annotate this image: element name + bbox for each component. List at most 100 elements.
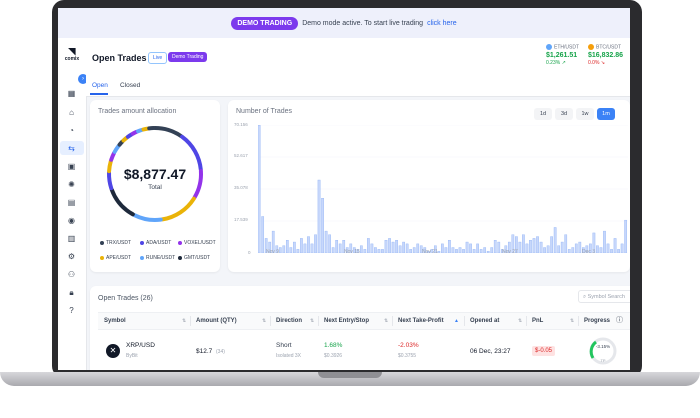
col-symbol[interactable]: Symbol <box>104 318 126 324</box>
trade-count-bar[interactable] <box>335 240 339 253</box>
trade-count-bar[interactable] <box>448 240 451 253</box>
settings-icon[interactable]: ⚙ <box>67 252 76 261</box>
donut-segment[interactable] <box>141 126 150 132</box>
trade-count-bar[interactable] <box>303 243 307 253</box>
trade-count-bar[interactable] <box>603 230 606 253</box>
trade-count-bar[interactable] <box>592 232 596 253</box>
sort-icon[interactable]: ⇅ <box>518 318 523 324</box>
donut-segment[interactable] <box>132 213 163 222</box>
trade-count-bar[interactable] <box>585 245 589 253</box>
trade-count-bar[interactable] <box>532 238 536 253</box>
trade-count-bar[interactable] <box>571 247 575 253</box>
trade-count-bar[interactable] <box>356 249 360 253</box>
trade-count-bar[interactable] <box>469 243 472 253</box>
trade-count-bar[interactable] <box>560 241 564 253</box>
sort-asc-icon[interactable]: ▲ <box>454 318 459 324</box>
trade-count-bar[interactable] <box>300 238 303 253</box>
trade-count-bar[interactable] <box>398 245 402 253</box>
trade-count-bar[interactable] <box>310 243 314 253</box>
trade-count-bar[interactable] <box>314 234 317 253</box>
col-direction[interactable]: Direction <box>276 318 303 324</box>
trade-count-bar[interactable] <box>268 241 272 253</box>
trade-count-bar[interactable] <box>539 241 543 253</box>
trade-count-bar[interactable] <box>462 249 465 253</box>
dashboard-icon[interactable]: ▦ <box>67 89 76 98</box>
trade-count-bar[interactable] <box>472 249 476 253</box>
trade-count-bar[interactable] <box>402 241 405 253</box>
donut-segment[interactable] <box>192 169 203 200</box>
live-trading-link[interactable]: click here <box>427 19 457 27</box>
trade-count-bar[interactable] <box>430 249 434 253</box>
sort-icon[interactable]: ⇅ <box>182 318 187 324</box>
trade-count-bar[interactable] <box>620 243 624 253</box>
donut-segment[interactable] <box>153 126 183 138</box>
trade-count-bar[interactable] <box>409 249 413 253</box>
trade-count-bar[interactable] <box>476 243 479 253</box>
trade-count-bar[interactable] <box>451 247 455 253</box>
calendar-icon[interactable]: ▥ <box>67 234 76 243</box>
trade-count-bar[interactable] <box>363 249 367 253</box>
trade-count-bar[interactable] <box>515 236 518 253</box>
trade-count-bar[interactable] <box>518 241 522 253</box>
trade-count-bar[interactable] <box>507 241 511 253</box>
sort-icon[interactable]: ⇅ <box>384 318 389 324</box>
trade-count-bar[interactable] <box>342 240 346 253</box>
trade-count-bar[interactable] <box>395 240 398 253</box>
trade-count-bar[interactable] <box>504 245 508 253</box>
col-progress[interactable]: Progress <box>584 318 611 324</box>
trade-count-bar[interactable] <box>497 241 501 253</box>
trade-count-bar[interactable] <box>359 245 363 253</box>
portfolio-icon[interactable]: ◔ <box>69 126 74 135</box>
trade-count-bar[interactable] <box>479 249 483 253</box>
trades-icon[interactable]: ⇆ <box>68 144 75 153</box>
trade-count-bar[interactable] <box>550 236 553 253</box>
donut-segment[interactable] <box>121 135 129 143</box>
trade-count-bar[interactable] <box>543 247 546 253</box>
trade-count-bar[interactable] <box>317 179 321 253</box>
trade-count-bar[interactable] <box>483 247 487 253</box>
donut-segment[interactable] <box>125 132 134 139</box>
sort-icon[interactable]: ⇅ <box>310 318 315 324</box>
col-amount[interactable]: Amount (QTY) <box>196 318 237 324</box>
live-toggle[interactable]: Live <box>148 52 168 64</box>
trade-count-bar[interactable] <box>282 245 286 253</box>
bot-icon[interactable]: ⚇ <box>67 270 76 279</box>
trade-count-bar[interactable] <box>370 243 374 253</box>
donut-segment[interactable] <box>117 139 125 147</box>
help-icon[interactable]: ? <box>69 306 74 315</box>
trade-count-bar[interactable] <box>458 247 462 253</box>
trade-count-bar[interactable] <box>367 238 370 253</box>
trade-count-bar[interactable] <box>500 249 504 253</box>
trade-count-bar[interactable] <box>331 247 335 253</box>
demo-toggle[interactable]: Demo Trading <box>168 52 208 62</box>
trade-count-bar[interactable] <box>384 240 388 253</box>
trade-count-bar[interactable] <box>465 241 469 253</box>
trade-count-bar[interactable] <box>596 245 599 253</box>
donut-segment[interactable] <box>136 127 145 134</box>
collapse-sidebar-button[interactable]: › <box>78 74 88 84</box>
trade-count-bar[interactable] <box>490 247 494 253</box>
trade-count-bar[interactable] <box>381 249 384 253</box>
trade-count-bar[interactable] <box>564 234 568 253</box>
eye-icon[interactable]: ◉ <box>68 216 75 225</box>
range-1d-button[interactable]: 1d <box>534 108 552 120</box>
table-row[interactable]: ✕ XRP/USD ByBit $12.7 (34) Short Isolate… <box>98 330 630 370</box>
trade-count-bar[interactable] <box>624 219 627 253</box>
trade-count-bar[interactable] <box>338 243 342 253</box>
trade-count-bar[interactable] <box>388 238 391 253</box>
trade-count-bar[interactable] <box>441 243 444 253</box>
trade-count-bar[interactable] <box>321 198 324 253</box>
trade-count-bar[interactable] <box>307 236 310 253</box>
range-1m-button[interactable]: 1m <box>597 108 615 120</box>
donut-segment[interactable] <box>180 134 203 172</box>
range-3d-button[interactable]: 3d <box>555 108 573 120</box>
trade-count-bar[interactable] <box>416 243 420 253</box>
trade-count-bar[interactable] <box>493 240 497 253</box>
terminal-icon[interactable]: ▣ <box>67 162 76 171</box>
trade-count-bar[interactable] <box>617 249 620 253</box>
range-1w-button[interactable]: 1w <box>576 108 594 120</box>
trade-count-bar[interactable] <box>433 245 437 253</box>
app-logo[interactable]: ◥ comix <box>61 46 83 68</box>
trade-count-bar[interactable] <box>275 245 279 253</box>
trade-count-bar[interactable] <box>522 234 525 253</box>
